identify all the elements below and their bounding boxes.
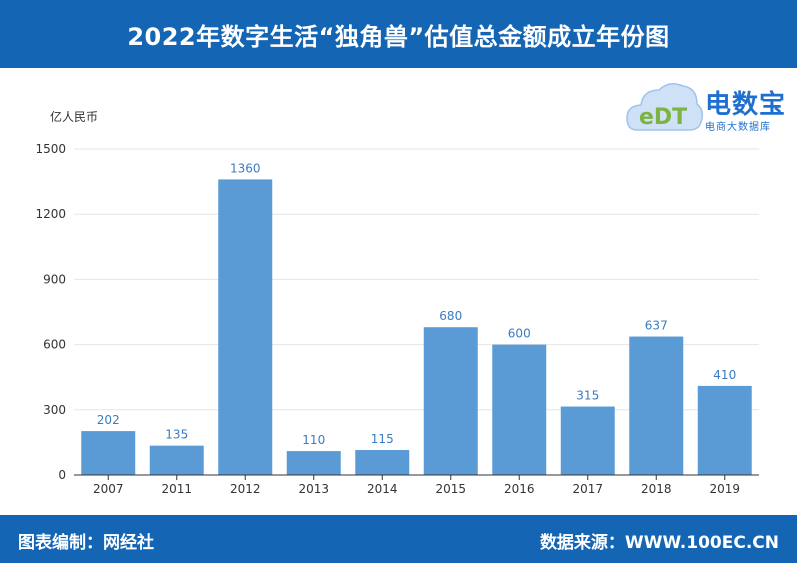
footer-bar: 图表编制：网经社 数据来源：WWW.100EC.CN <box>0 515 797 563</box>
x-tick-label: 2007 <box>93 482 124 496</box>
cloud-logo-icon: eDT <box>626 83 704 131</box>
x-tick-label: 2016 <box>504 482 535 496</box>
data-label: 410 <box>713 368 736 382</box>
bar <box>560 406 615 475</box>
footer-source: 数据来源：WWW.100EC.CN <box>539 533 779 553</box>
title-bar: 2022年数字生活“独角兽”估值总金额成立年份图 <box>0 0 797 68</box>
bar <box>492 344 547 475</box>
bar <box>286 451 341 475</box>
footer-credit: 图表编制：网经社 <box>18 533 154 553</box>
bar <box>697 385 752 475</box>
y-tick-label: 900 <box>43 272 66 286</box>
bar <box>355 450 410 475</box>
y-tick-label: 1500 <box>35 142 66 156</box>
logo-mark-text: eDT <box>639 105 687 130</box>
logo-subtitle: 电商大数据库 <box>705 122 771 133</box>
x-tick-label: 2018 <box>641 482 672 496</box>
y-tick-label: 300 <box>43 403 66 417</box>
data-label: 202 <box>97 413 120 427</box>
y-axis-label: 亿人民币 <box>50 109 98 124</box>
bar <box>629 336 684 475</box>
data-label: 600 <box>508 327 531 341</box>
y-tick-label: 0 <box>58 468 66 482</box>
bars: 202 135 1360 110 115 680 600 315 637 410 <box>81 161 752 475</box>
data-label: 315 <box>576 389 599 403</box>
data-label: 115 <box>371 432 394 446</box>
bar <box>423 327 478 475</box>
bar <box>218 179 273 475</box>
brand-logo: eDT 电数宝 电商大数据库 <box>625 72 795 142</box>
data-label: 135 <box>165 428 188 442</box>
x-tick-label: 2019 <box>709 482 740 496</box>
x-tick-label: 2015 <box>435 482 466 496</box>
logo-name: 电数宝 <box>705 90 787 120</box>
x-tick-label: 2011 <box>161 482 192 496</box>
bar <box>81 431 136 475</box>
axes: 0 300 600 900 1200 1500 2007 2011 2012 2013 2014 20… <box>35 142 759 496</box>
y-tick-label: 600 <box>43 338 66 352</box>
x-tick-label: 2013 <box>298 482 329 496</box>
data-label: 637 <box>645 319 668 333</box>
data-label: 1360 <box>230 161 261 175</box>
x-tick-label: 2012 <box>230 482 261 496</box>
y-tick-label: 1200 <box>35 207 66 221</box>
page-title: 2022年数字生活“独角兽”估值总金额成立年份图 <box>127 22 670 51</box>
bar-chart: 亿人民币 202 135 1360 110 115 680 600 315 637 410 0 30… <box>35 109 759 496</box>
data-label: 680 <box>439 309 462 323</box>
data-label: 110 <box>302 433 325 447</box>
bar <box>149 445 204 475</box>
x-tick-label: 2014 <box>367 482 398 496</box>
x-tick-label: 2017 <box>572 482 603 496</box>
